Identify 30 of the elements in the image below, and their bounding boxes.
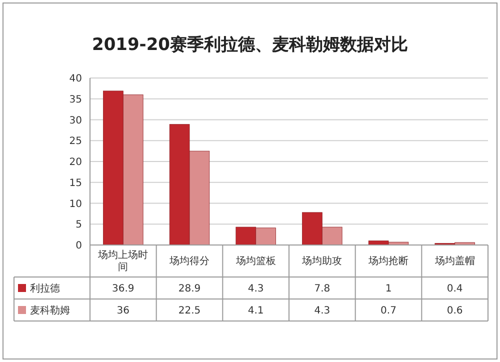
x-tick-label: 场均上场时间 <box>97 249 148 273</box>
legend-label: 麦科勒姆 <box>30 304 70 316</box>
data-label: 4.3 <box>248 284 264 294</box>
chart-title: 2019-20赛季利拉德、麦科勒姆数据对比 <box>92 35 408 55</box>
data-label: 0.4 <box>446 284 463 294</box>
x-tick-label: 场均得分 <box>168 255 210 267</box>
y-tick-label: 10 <box>69 198 82 210</box>
y-tick-label: 40 <box>69 74 82 84</box>
legend-label: 利拉德 <box>30 282 60 294</box>
y-tick-label: 20 <box>69 157 82 168</box>
data-label: 36.9 <box>112 284 134 294</box>
data-label: 7.8 <box>314 284 330 294</box>
y-tick-label: 35 <box>69 94 82 106</box>
x-tick-label: 场均篮板 <box>234 255 276 267</box>
data-label: 28.9 <box>178 284 201 294</box>
data-label: 1 <box>385 284 392 294</box>
y-tick-label: 0 <box>76 240 82 252</box>
data-label: 22.5 <box>178 306 201 316</box>
y-tick-label: 5 <box>76 220 82 231</box>
x-tick-label: 场均盖帽 <box>434 255 475 267</box>
data-label: 4.3 <box>314 306 330 316</box>
x-tick-label: 场均抢断 <box>368 255 408 267</box>
y-tick-label: 15 <box>69 178 82 189</box>
data-label: 36 <box>116 306 130 316</box>
data-label: 4.1 <box>248 306 264 316</box>
data-label: 0.6 <box>446 306 463 316</box>
y-tick-label: 30 <box>69 115 82 126</box>
data-label: 0.7 <box>380 306 396 316</box>
y-tick-label: 25 <box>69 136 82 148</box>
x-tick-label: 场均助攻 <box>301 255 342 267</box>
